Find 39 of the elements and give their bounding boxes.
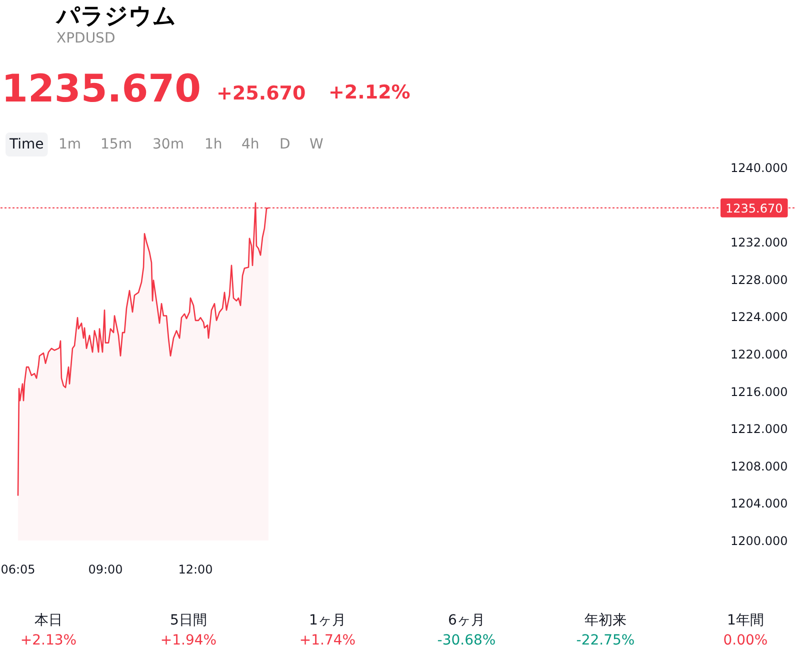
text: Time [8,136,44,152]
y-tick-label: 1208.000 [730,459,788,474]
y-tick-label: 1200.000 [730,534,788,548]
text: +2.12% [328,82,410,104]
x-tick-label: 06:05 [0,562,36,576]
x-tick-label: 09:00 [88,562,123,576]
text: 30m [152,136,184,152]
text: W [310,136,324,152]
text: 1m [58,136,82,152]
ref-line-label: 1235.670 [726,201,783,216]
text: -30.68% [437,632,496,648]
text: +1.94% [160,632,217,648]
text: 1235.670 [2,66,202,110]
text: 5日間 [170,612,207,628]
text: -22.75% [576,632,635,648]
y-tick-label: 1220.000 [730,348,788,362]
y-tick-label: 1240.000 [730,161,788,175]
text: 本日 [34,612,62,628]
chart-subtitle: XPDUSD [56,30,116,46]
text: +25.670 [216,82,306,104]
y-tick-label: 1228.000 [730,272,788,287]
text: D [280,136,290,152]
text: 年初来 [584,612,626,628]
text: 15m [100,136,132,152]
y-tick-label: 1204.000 [730,496,788,511]
text: +2.13% [20,632,77,648]
text: 1h [204,136,222,152]
text: 4h [242,136,260,152]
chart-title: パラジウム [54,4,176,30]
text: 6ヶ月 [448,612,485,628]
text: 1ヶ月 [309,612,346,628]
y-tick-label: 1212.000 [730,422,788,436]
y-tick-label: 1224.000 [730,310,788,324]
text: +1.74% [299,632,356,648]
y-tick-label: 1216.000 [730,384,788,399]
text: 0.00% [723,632,768,648]
text: 1年間 [727,612,764,628]
y-tick-label: 1232.000 [730,236,788,250]
x-tick-label: 12:00 [178,562,213,576]
